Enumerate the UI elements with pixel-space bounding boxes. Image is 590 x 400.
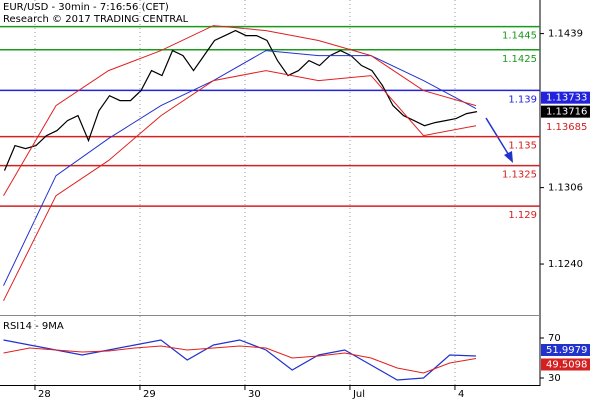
level-label: 1.1445 <box>502 31 537 42</box>
price-tag-label: 1.13685 <box>546 122 587 133</box>
y-tick-label: 1.1240 <box>548 259 583 270</box>
price-tag <box>541 105 590 118</box>
series-line <box>3 70 477 302</box>
rsi-title: RSI14 - 9MA <box>3 321 64 332</box>
level-label: 1.129 <box>508 210 537 221</box>
level-label: 1.1325 <box>502 170 537 181</box>
x-tick-label: 28 <box>38 389 51 400</box>
price-tag-label: 49.5098 <box>546 359 587 370</box>
chart-title: EUR/USD - 30min - 7:16:56 (CET) <box>3 2 169 13</box>
price-tag-label: 51.9979 <box>546 345 587 356</box>
forecast-arrow <box>485 117 513 163</box>
x-tick-label: Jul <box>352 389 365 400</box>
price-tag <box>541 91 590 104</box>
level-label: 1.135 <box>508 141 537 152</box>
y-tick-label: 70 <box>548 333 561 344</box>
price-tag <box>541 344 590 357</box>
y-tick-label: 1.1306 <box>548 183 583 194</box>
level-label: 1.1425 <box>502 54 537 65</box>
x-tick-label: 30 <box>248 389 261 400</box>
y-tick-label: 1.1439 <box>548 29 583 40</box>
y-tick-label: 30 <box>548 373 561 384</box>
series-line <box>3 339 477 381</box>
series-line <box>3 25 477 196</box>
price-tag-label: 1.13716 <box>546 107 587 118</box>
chart-subtitle: Research © 2017 TRADING CENTRAL <box>3 14 189 25</box>
series-line <box>3 345 477 374</box>
x-tick-label: 29 <box>143 389 156 400</box>
x-tick-label: 4 <box>458 389 464 400</box>
level-label: 1.139 <box>508 94 537 105</box>
series-line <box>3 29 478 171</box>
series-line <box>3 50 477 286</box>
price-tag-label: 1.13733 <box>546 93 587 104</box>
price-tag <box>541 358 590 371</box>
